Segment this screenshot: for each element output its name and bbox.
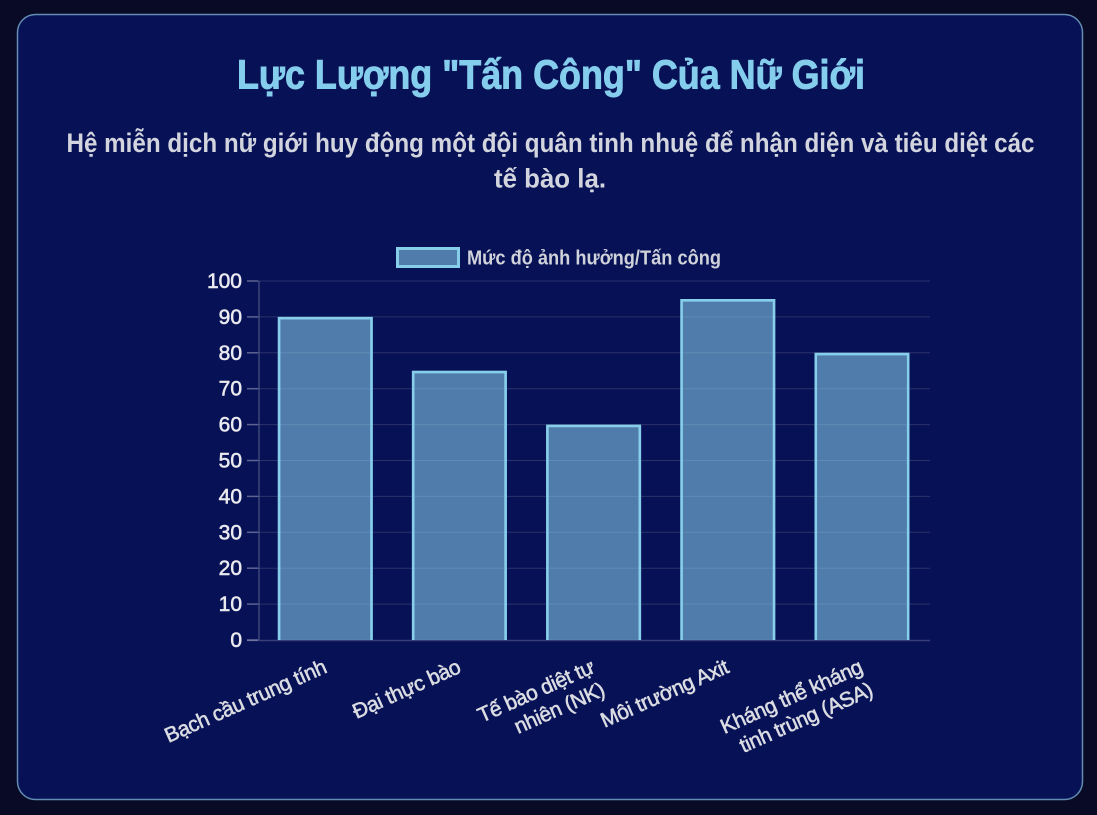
svg-text:30: 30 [219,521,242,544]
svg-text:80: 80 [219,342,242,365]
svg-text:tế bào lạ.: tế bào lạ. [494,164,606,194]
svg-text:10: 10 [219,593,242,616]
svg-text:40: 40 [219,485,242,508]
svg-text:70: 70 [219,378,242,401]
svg-text:100: 100 [207,270,242,293]
svg-text:Hệ miễn dịch nữ giới huy động: Hệ miễn dịch nữ giới huy động một đội qu… [67,127,1035,158]
svg-text:50: 50 [219,450,242,473]
svg-text:0: 0 [230,629,242,652]
svg-text:Lực Lượng "Tấn Công" Của Nữ Gi: Lực Lượng "Tấn Công" Của Nữ Giới [237,52,865,98]
svg-text:Mức độ ảnh hưởng/Tấn công: Mức độ ảnh hưởng/Tấn công [467,248,721,270]
svg-text:60: 60 [219,414,242,437]
svg-text:90: 90 [219,306,242,329]
svg-text:20: 20 [219,557,242,580]
